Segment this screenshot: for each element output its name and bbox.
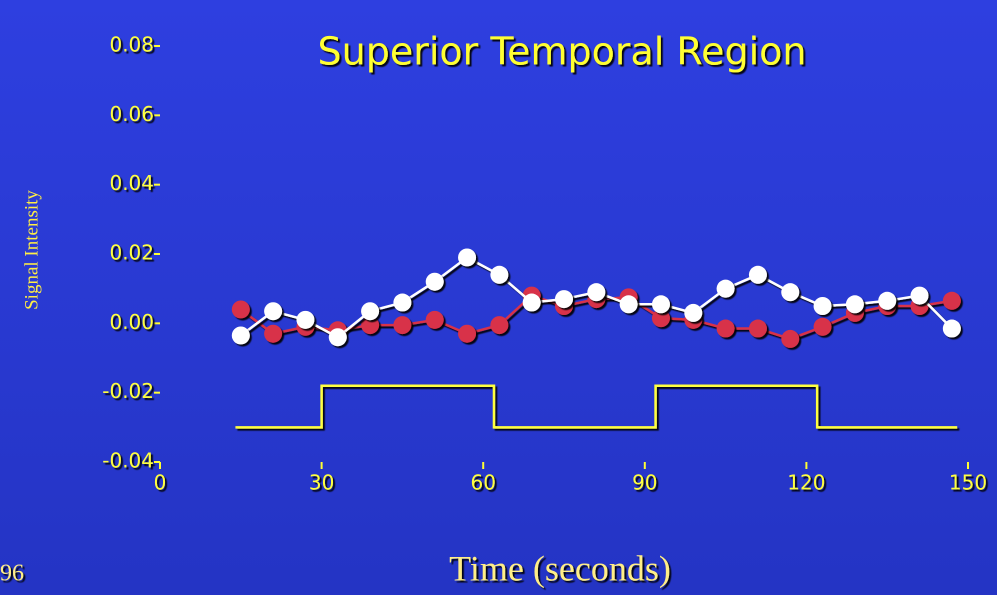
data-point [425, 272, 444, 291]
stimulus-line [235, 384, 958, 429]
data-point [522, 293, 541, 312]
x-tick-label: 150 [949, 471, 987, 495]
data-point [651, 295, 670, 314]
x-axis-label: Time (seconds) [449, 548, 671, 588]
data-point [878, 291, 897, 310]
x-tick-label: 0 [154, 471, 167, 495]
data-point [942, 319, 961, 338]
data-point [490, 265, 509, 284]
y-tick-label: 0.00 [109, 310, 154, 334]
data-point [619, 295, 638, 314]
data-point [748, 319, 767, 338]
data-point [587, 283, 606, 302]
data-point [781, 329, 800, 348]
y-tick-label: 0.06 [109, 102, 154, 126]
data-point [845, 295, 864, 314]
data-point [716, 319, 735, 338]
data-point [393, 316, 412, 335]
data-point [716, 279, 735, 298]
data-point [458, 248, 477, 267]
data-point [393, 293, 412, 312]
y-tick-label: 0.02 [109, 241, 154, 265]
data-point [361, 302, 380, 321]
data-point [651, 309, 670, 328]
plot-area: 0.08 0.06 0.04 0.02 0.00 -0.02 -0.040 30 60 90 120… [102, 10, 987, 495]
y-tick-label: 0.08 [109, 33, 154, 57]
data-point [425, 310, 444, 329]
x-tick-label: 120 [787, 471, 825, 495]
data-point [684, 303, 703, 322]
data-point [231, 326, 250, 345]
data-point [748, 265, 767, 284]
x-tick-label: 30 [309, 471, 334, 495]
data-point [813, 317, 832, 336]
data-point [813, 297, 832, 315]
chart-title: Superior Temporal Region [318, 30, 807, 74]
y-tick-label: 0.04 [109, 171, 154, 195]
data-point [458, 324, 477, 343]
data-point [328, 328, 347, 347]
x-tick-label: 60 [470, 471, 495, 495]
x-tick-label: 90 [632, 471, 657, 495]
data-point [231, 300, 250, 319]
data-point [296, 310, 315, 329]
data-point [361, 316, 380, 335]
data-point [781, 283, 800, 302]
data-point [490, 316, 509, 335]
data-point [910, 286, 929, 305]
data-point [264, 324, 283, 343]
data-point [942, 291, 961, 310]
data-point [555, 290, 573, 309]
y-tick-label: -0.02 [102, 379, 154, 403]
data-point [264, 302, 283, 321]
slide-number: 96 [0, 561, 24, 587]
y-tick-label: -0.04 [102, 449, 154, 473]
y-axis-label: Signal Intensity [21, 190, 42, 310]
